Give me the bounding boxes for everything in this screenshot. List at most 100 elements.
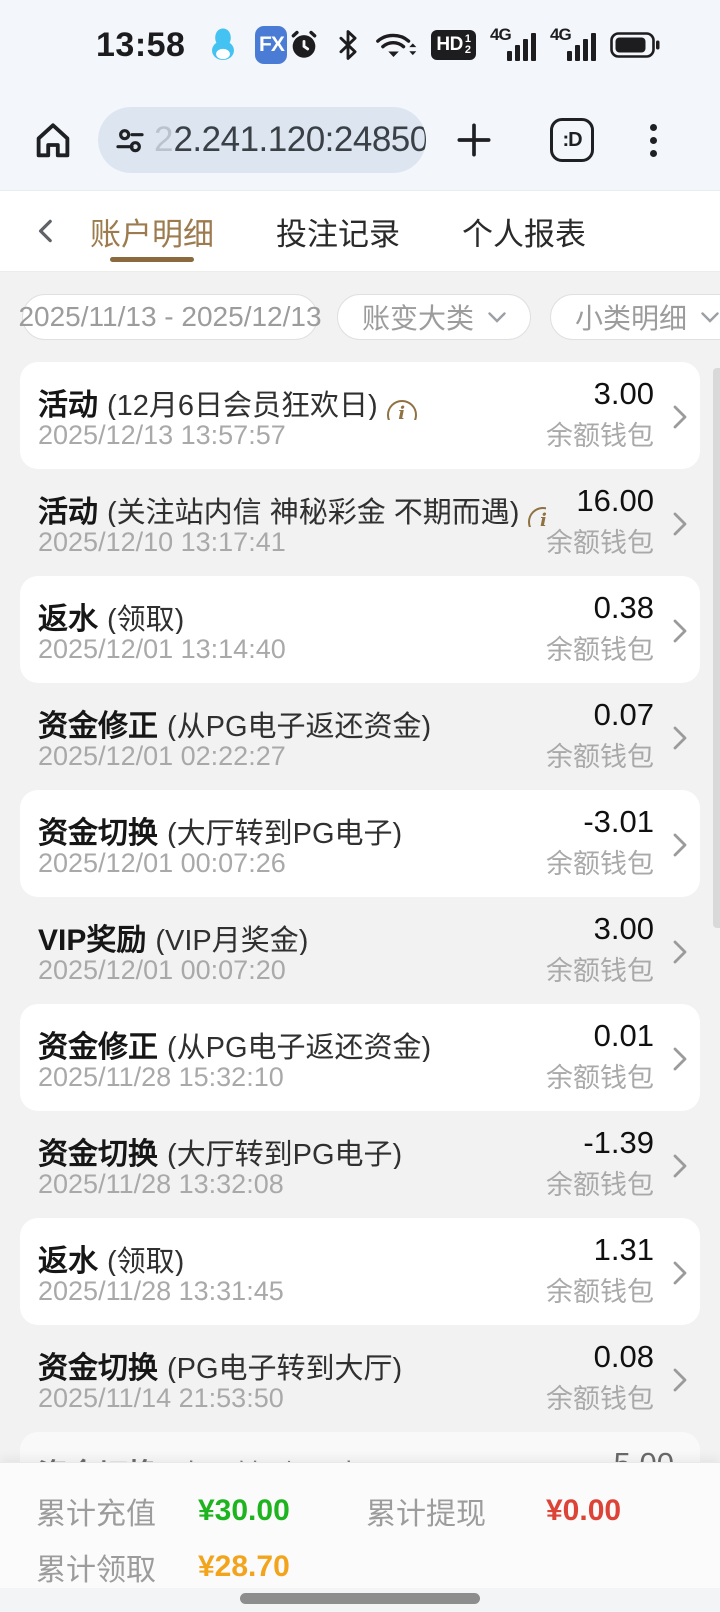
qq-notification-icon xyxy=(205,26,241,64)
chevron-right-icon xyxy=(672,1046,688,1072)
url-bar[interactable]: 2 2.241.120:24850 xyxy=(98,107,426,173)
tab-account-details[interactable]: 账户明细 xyxy=(88,191,216,271)
date-range-filter[interactable]: 2025/11/13 - 2025/12/13 xyxy=(18,294,322,340)
transaction-type: VIP奖励 xyxy=(38,924,147,955)
transaction-datetime: 2025/12/01 00:07:20 xyxy=(38,955,286,985)
category-filter-dropdown[interactable]: 账变大类 xyxy=(337,294,532,340)
wallet-label: 余额钱包 xyxy=(546,421,654,451)
url-text: 2.241.120:24850 xyxy=(173,120,426,159)
transaction-amount: 3.00 xyxy=(593,376,654,411)
transaction-datetime: 2025/11/28 15:32:10 xyxy=(38,1062,284,1092)
browser-menu-button[interactable] xyxy=(650,123,657,157)
url-faded-prefix: 2 xyxy=(154,120,174,159)
wallet-label: 余额钱包 xyxy=(546,635,654,665)
gesture-handle[interactable] xyxy=(240,1593,480,1604)
wallet-label: 余额钱包 xyxy=(546,1384,654,1414)
transaction-row[interactable]: 资金切换 (PG电子转到大厅) 2025/11/14 21:53:50 0.08 … xyxy=(20,1325,700,1432)
transaction-subtitle: (从PG电子返还资金) xyxy=(167,1032,432,1062)
chevron-right-icon xyxy=(672,618,688,644)
hd-volte-icon: HD 1 2 xyxy=(431,30,476,60)
transaction-row[interactable]: 资金修正 (从PG电子返还资金) 2025/11/28 15:32:10 0.01… xyxy=(20,1004,700,1111)
chevron-right-icon xyxy=(672,1153,688,1179)
transaction-amount: 3.00 xyxy=(593,911,654,946)
transaction-datetime: 2025/12/10 13:17:41 xyxy=(38,527,286,557)
info-icon[interactable] xyxy=(528,507,546,527)
total-claim-label: 累计领取 xyxy=(36,1554,156,1587)
chevron-right-icon xyxy=(672,511,688,537)
transaction-type: 资金切换 xyxy=(38,817,158,848)
transaction-type: 活动 xyxy=(38,496,98,527)
transaction-datetime: 2025/12/01 13:14:40 xyxy=(38,634,286,664)
transaction-row[interactable]: 活动(12月6日会员狂欢日) 2025/12/13 13:57:57 3.00 … xyxy=(20,362,700,469)
scrollbar-thumb[interactable] xyxy=(713,368,720,928)
transaction-type: 资金修正 xyxy=(38,1031,158,1062)
status-bar: 13:58 FX HD 1 2 4G 4G xyxy=(0,0,720,90)
transaction-datetime: 2025/11/28 13:31:45 xyxy=(38,1276,284,1306)
transaction-amount: 1.31 xyxy=(593,1232,654,1267)
back-button[interactable] xyxy=(32,216,62,246)
transaction-datetime: 2025/11/14 21:53:50 xyxy=(38,1383,284,1413)
transaction-datetime: 2025/11/28 13:32:08 xyxy=(38,1169,284,1199)
status-time: 13:58 xyxy=(96,25,186,64)
total-withdraw-value: ¥0.00 xyxy=(546,1494,622,1527)
chevron-right-icon xyxy=(672,404,688,430)
subcategory-filter-dropdown[interactable]: 小类明细 xyxy=(550,294,720,340)
transaction-amount: -1.39 xyxy=(583,1125,654,1160)
transaction-amount: 0.08 xyxy=(593,1339,654,1374)
wallet-label: 余额钱包 xyxy=(546,849,654,879)
new-tab-button[interactable] xyxy=(452,118,496,162)
tab-personal-report[interactable]: 个人报表 xyxy=(462,216,586,252)
transaction-amount: 0.01 xyxy=(593,1018,654,1053)
transaction-subtitle: (从PG电子返还资金) xyxy=(167,711,432,741)
transaction-subtitle: (领取) xyxy=(107,1246,185,1276)
page-tab-bar: 账户明细 投注记录 个人报表 xyxy=(0,190,720,272)
transaction-subtitle: (关注站内信 神秘彩金 不期而遇) xyxy=(107,497,520,527)
filter-bar: 2025/11/13 - 2025/12/13 账变大类 小类明细 xyxy=(0,272,720,362)
total-claim-value: ¥28.70 xyxy=(198,1550,290,1583)
transaction-datetime: 2025/12/13 13:57:57 xyxy=(38,420,286,450)
fx-notification-icon: FX xyxy=(255,26,288,64)
info-icon[interactable] xyxy=(386,400,417,420)
chevron-down-icon xyxy=(488,311,506,323)
transaction-amount: 0.07 xyxy=(593,697,654,732)
transaction-type: 活动 xyxy=(38,389,98,420)
transaction-row[interactable]: VIP奖励 (VIP月奖金) 2025/12/01 00:07:20 3.00 余… xyxy=(20,897,700,1004)
transaction-type: 资金修正 xyxy=(38,710,158,741)
transaction-row[interactable]: 返水 (领取) 2025/12/01 13:14:40 0.38 余额钱包 xyxy=(20,576,700,683)
signal-4g-icon-sim1: 4G xyxy=(490,25,536,63)
transaction-type: 返水 xyxy=(38,603,98,634)
chevron-right-icon xyxy=(672,939,688,965)
chevron-right-icon xyxy=(672,1260,688,1286)
transaction-subtitle: (PG电子转到大厅) xyxy=(167,1353,403,1383)
battery-icon xyxy=(610,31,660,59)
summary-bar: 累计充值 ¥30.00 累计提现 ¥0.00 累计领取 ¥28.70 xyxy=(0,1462,720,1612)
transaction-datetime: 2025/12/01 02:22:27 xyxy=(38,741,286,771)
chevron-down-icon xyxy=(701,311,719,323)
transaction-type: 资金切换 xyxy=(38,1138,158,1169)
tab-bet-records[interactable]: 投注记录 xyxy=(276,216,400,252)
tab-switcher-button[interactable]: :D xyxy=(550,118,594,162)
chevron-right-icon xyxy=(672,832,688,858)
chevron-right-icon xyxy=(672,725,688,751)
total-deposit-label: 累计充值 xyxy=(36,1498,156,1531)
total-deposit-value: ¥30.00 xyxy=(198,1494,290,1527)
signal-4g-icon-sim2: 4G xyxy=(550,25,596,63)
transaction-type: 资金切换 xyxy=(38,1352,158,1383)
site-settings-icon[interactable] xyxy=(114,124,146,156)
transaction-row[interactable]: 活动(关注站内信 神秘彩金 不期而遇) 2025/12/10 13:17:41 … xyxy=(20,469,700,576)
transaction-row[interactable]: 资金切换 (大厅转到PG电子) 2025/11/28 13:32:08 -1.39… xyxy=(20,1111,700,1218)
transaction-list: 活动(12月6日会员狂欢日) 2025/12/13 13:57:57 3.00 … xyxy=(0,362,720,1612)
wallet-label: 余额钱包 xyxy=(546,1277,654,1307)
total-withdraw-label: 累计提现 xyxy=(366,1498,486,1531)
transaction-subtitle: (大厅转到PG电子) xyxy=(167,818,403,848)
gesture-navigation-area xyxy=(0,1588,720,1612)
transaction-row[interactable]: 资金修正 (从PG电子返还资金) 2025/12/01 02:22:27 0.07… xyxy=(20,683,700,790)
transaction-subtitle: (12月6日会员狂欢日) xyxy=(107,390,378,420)
wifi-icon xyxy=(375,28,417,62)
home-button[interactable] xyxy=(30,117,76,163)
bluetooth-icon xyxy=(335,28,361,62)
transaction-subtitle: (领取) xyxy=(107,604,185,634)
alarm-icon xyxy=(287,28,321,62)
transaction-row[interactable]: 资金切换 (大厅转到PG电子) 2025/12/01 00:07:26 -3.01… xyxy=(20,790,700,897)
transaction-row[interactable]: 返水 (领取) 2025/11/28 13:31:45 1.31 余额钱包 xyxy=(20,1218,700,1325)
